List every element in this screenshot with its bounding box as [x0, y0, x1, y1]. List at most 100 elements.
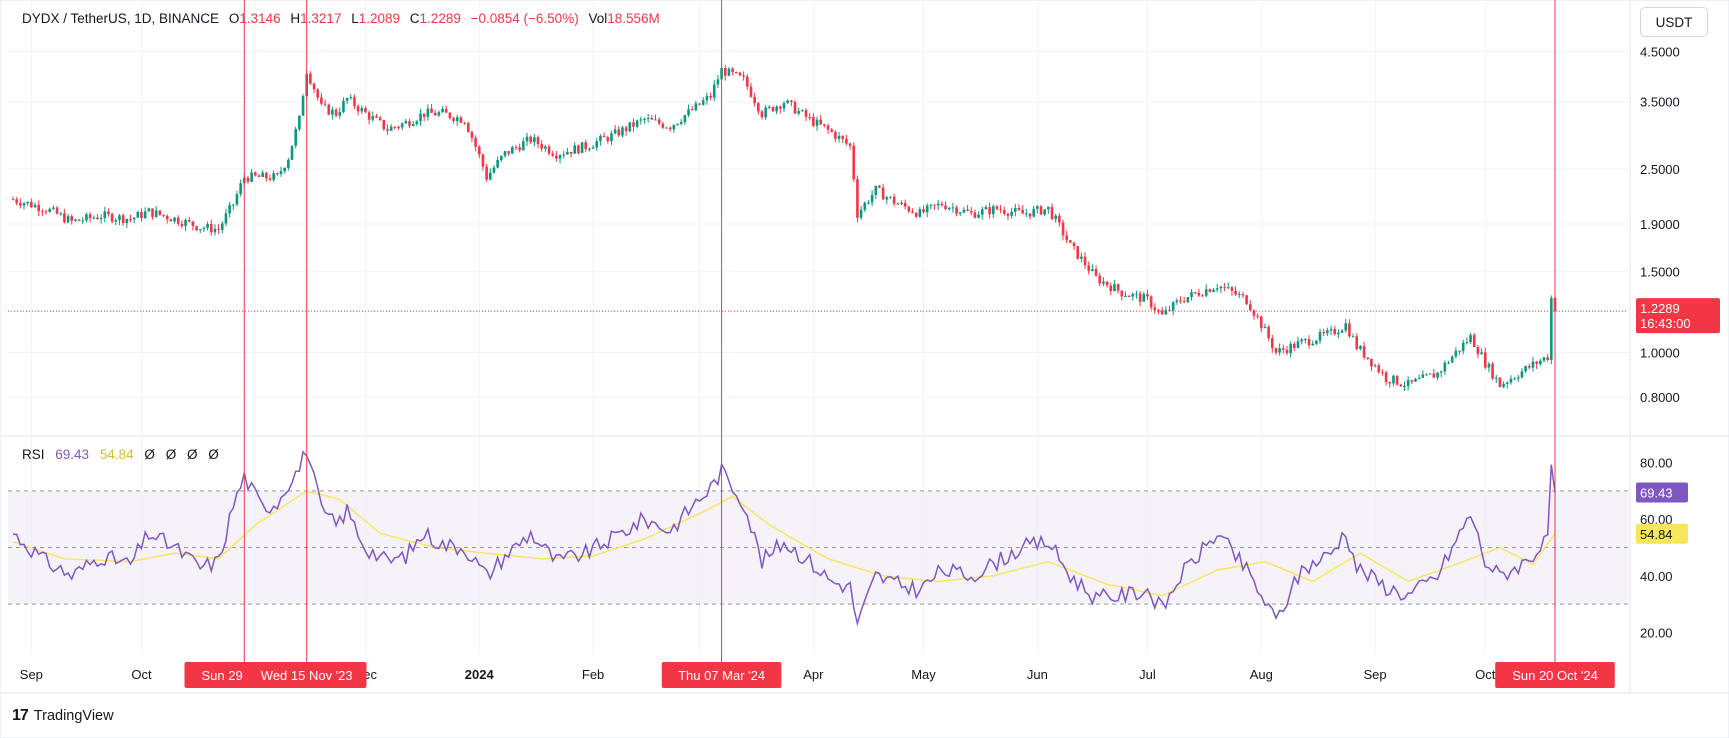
candle-body	[1480, 352, 1483, 355]
candle-body	[1201, 295, 1204, 297]
candle-body	[635, 120, 639, 127]
candle-body	[815, 119, 819, 126]
candle-body	[1307, 339, 1311, 346]
candle-body	[760, 111, 764, 118]
candle-body	[889, 196, 892, 198]
candle	[1421, 370, 1425, 378]
candle	[1436, 371, 1439, 381]
candle	[342, 97, 345, 114]
candle-body	[488, 172, 492, 180]
time-axis-label: Aug	[1250, 667, 1273, 682]
candle-body	[1091, 269, 1094, 271]
candle	[1138, 291, 1142, 307]
candle-body	[254, 172, 257, 176]
candle	[15, 197, 18, 206]
candle-body	[1502, 383, 1505, 387]
price-axis-label: 2.5000	[1640, 162, 1680, 177]
candle	[191, 220, 195, 231]
candle	[1513, 376, 1516, 380]
candle	[26, 201, 29, 206]
candle	[386, 124, 389, 135]
candle-body	[1116, 284, 1120, 291]
candle-body	[995, 206, 999, 210]
candle-body	[1160, 310, 1164, 315]
candle	[936, 200, 940, 211]
candle-body	[316, 89, 320, 98]
candle-body	[529, 136, 532, 143]
candle-body	[859, 209, 863, 218]
candle	[312, 82, 316, 94]
candle-body	[900, 202, 903, 205]
candle-body	[1458, 350, 1461, 352]
candle-body	[474, 137, 477, 147]
candle	[1017, 204, 1021, 212]
candle-body	[768, 106, 771, 108]
candle	[33, 202, 37, 209]
candle-body	[580, 142, 584, 154]
tradingview-logo[interactable]: 17 TradingView	[12, 707, 114, 725]
candle	[1149, 295, 1153, 310]
candle-body	[1135, 293, 1138, 295]
open-value: 1.3146	[239, 11, 281, 26]
candle-body	[1285, 349, 1289, 354]
candle	[911, 208, 914, 214]
candle	[606, 135, 610, 144]
candle	[709, 92, 712, 101]
candle	[1476, 344, 1480, 359]
date-marker-tag: Wed 15 Nov '23	[246, 662, 367, 688]
candle-body	[1491, 363, 1494, 379]
candle-body	[217, 228, 220, 230]
candle-body	[698, 103, 701, 105]
candle-body	[1098, 275, 1102, 284]
candle-body	[1542, 357, 1546, 361]
candle	[1502, 381, 1505, 389]
candle-body	[1002, 210, 1006, 214]
candle-body	[1531, 361, 1535, 368]
candle	[143, 207, 147, 220]
candle-body	[59, 213, 63, 215]
candle	[1113, 280, 1116, 292]
candle	[940, 201, 944, 207]
currency-unit-button[interactable]: USDT	[1640, 7, 1708, 37]
time-axis-label: Jul	[1139, 667, 1156, 682]
candle	[63, 208, 66, 224]
last-price-tag-countdown: 16:43:00	[1640, 316, 1691, 331]
candle	[507, 151, 510, 156]
candle-body	[885, 197, 889, 200]
candle-body	[96, 217, 99, 220]
symbol-title[interactable]: DYDX / TetherUS, 1D, BINANCE	[22, 11, 220, 26]
candle	[639, 116, 643, 125]
candle	[1333, 325, 1337, 336]
candle-body	[1234, 290, 1237, 295]
time-axis-label: Feb	[582, 667, 604, 682]
candle	[694, 100, 698, 112]
candle	[878, 184, 881, 189]
time-axis-label: 2024	[465, 667, 495, 682]
rsi-axis-label: 60.00	[1640, 512, 1673, 527]
rsi-extra-2: Ø	[165, 447, 177, 462]
rsi-extra-1: Ø	[144, 447, 155, 462]
candle	[173, 217, 176, 224]
candle-body	[657, 119, 661, 124]
open-label: O	[228, 11, 240, 26]
candle	[1289, 341, 1292, 358]
candle-body	[1278, 348, 1281, 353]
candle-body	[444, 109, 448, 113]
low-label: L	[351, 11, 359, 26]
candle-body	[757, 103, 760, 112]
candle-body	[265, 172, 268, 179]
low-value: 1.2089	[358, 11, 401, 26]
candle	[775, 105, 778, 115]
candle-body	[1528, 366, 1531, 368]
candle	[500, 155, 503, 163]
candle	[551, 150, 554, 157]
rsi-title[interactable]: RSI	[22, 447, 45, 462]
candle-body	[555, 155, 558, 159]
price-axis-label: 1.0000	[1640, 345, 1680, 360]
candle	[213, 224, 217, 236]
candle	[1179, 296, 1182, 304]
candle	[874, 185, 878, 200]
rsi-ma-tag-bg	[1636, 523, 1688, 544]
candle-body	[878, 185, 881, 188]
